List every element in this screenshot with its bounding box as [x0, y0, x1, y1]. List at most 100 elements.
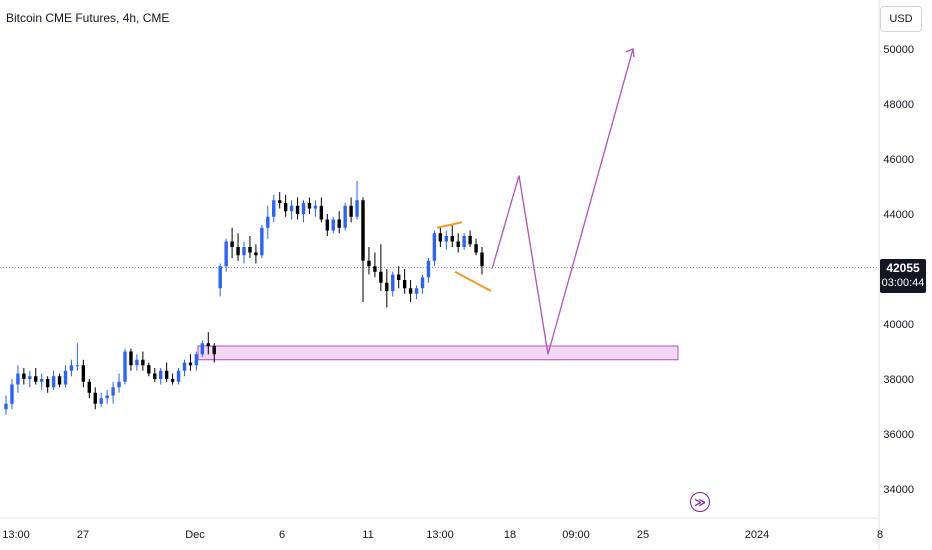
candle-body	[432, 233, 437, 261]
x-tick-label: 8	[877, 529, 883, 541]
candle-body	[4, 403, 8, 410]
candle-body	[28, 376, 32, 379]
candle-body	[182, 362, 187, 371]
candle-body	[99, 398, 103, 404]
y-tick-label: 40000	[883, 319, 914, 331]
y-tick-label: 36000	[883, 429, 914, 441]
candle-body	[254, 252, 258, 256]
candle-body	[361, 200, 365, 261]
candle-body	[93, 392, 97, 404]
projection-path	[491, 48, 634, 355]
candle-body	[81, 365, 86, 382]
candle-body	[379, 271, 383, 283]
x-tick-label: 27	[77, 529, 89, 541]
candle-body	[272, 200, 276, 217]
candle-body	[307, 203, 312, 209]
candle-body	[468, 236, 472, 245]
candle-body	[40, 379, 44, 382]
x-tick-label: 6	[279, 529, 285, 541]
y-tick-label: 38000	[883, 374, 914, 386]
candle-body	[153, 373, 157, 379]
candle-body	[22, 373, 26, 379]
candle-body	[63, 370, 68, 385]
candle-body	[135, 359, 139, 366]
candle-body	[462, 236, 466, 247]
candle-body	[373, 266, 377, 272]
candle-body	[45, 379, 50, 388]
candle-body	[75, 365, 80, 367]
triangle-upper-line	[436, 221, 463, 229]
candle-body	[414, 288, 419, 294]
candle-body	[408, 288, 413, 294]
candle-body	[212, 346, 216, 355]
candle-body	[51, 376, 56, 388]
demand-zone	[197, 345, 679, 361]
candle-body	[206, 343, 210, 346]
y-tick-label: 48000	[883, 99, 914, 111]
candle-body	[123, 351, 127, 382]
candle-body	[230, 241, 234, 247]
candle-body	[385, 282, 389, 291]
candle-body	[69, 365, 74, 371]
last-price-label: 42055 03:00:44	[880, 259, 926, 293]
candle-body	[170, 379, 175, 382]
candle-body	[402, 280, 407, 289]
candle-body	[289, 205, 294, 212]
candle-body	[349, 205, 353, 217]
candle-body	[224, 241, 228, 267]
candle-body	[355, 200, 359, 217]
candle-body	[129, 351, 133, 366]
x-tick-label: Dec	[185, 529, 205, 541]
candle-body	[34, 376, 38, 382]
candle-body	[456, 241, 460, 247]
candle-body	[236, 247, 240, 256]
candle-body	[438, 233, 443, 242]
candle-body	[391, 274, 395, 291]
candle-body	[313, 205, 318, 209]
x-tick-label: 09:00	[562, 529, 590, 541]
currency-selector[interactable]: USD	[880, 6, 922, 32]
candle-body	[278, 200, 282, 203]
candle-body	[444, 236, 448, 242]
candle-body	[111, 387, 115, 396]
candle-body	[331, 219, 335, 231]
y-tick-label: 50000	[883, 44, 914, 56]
candle-body	[200, 343, 205, 355]
candle-body	[87, 381, 91, 393]
x-tick-label: 18	[504, 529, 516, 541]
x-tick-label: 13:00	[426, 529, 454, 541]
candle-body	[141, 359, 145, 366]
candle-body	[474, 244, 478, 253]
candle-body	[367, 260, 371, 267]
candle-body	[218, 266, 222, 289]
y-tick-label: 44000	[883, 209, 914, 221]
candle-body	[301, 203, 306, 214]
scroll-to-realtime-icon[interactable]: ≫	[690, 492, 710, 512]
candle-body	[480, 252, 484, 267]
candle-body	[325, 219, 329, 231]
chart-title: Bitcoin CME Futures, 4h, CME	[6, 11, 170, 25]
candle-body	[295, 205, 300, 214]
x-tick-label: 11	[362, 529, 373, 541]
triangle-lower-line	[454, 270, 492, 292]
x-tick-label: 13:00	[2, 529, 30, 541]
candle-body	[319, 205, 324, 220]
y-tick-label: 46000	[883, 154, 914, 166]
candle-body	[337, 219, 341, 228]
candle-body	[194, 354, 199, 366]
candle-body	[283, 203, 288, 212]
candle-body	[260, 227, 264, 256]
candle-body	[164, 370, 169, 379]
candle-body	[397, 274, 401, 280]
candle-body	[117, 381, 121, 388]
candle-body	[159, 370, 163, 379]
candle-body	[147, 365, 151, 374]
candle-body	[57, 376, 62, 385]
projection-arrowhead	[625, 48, 635, 58]
candle-body	[188, 362, 193, 366]
candle-body	[450, 236, 454, 242]
candle-body	[105, 395, 109, 399]
candle-body	[343, 205, 347, 228]
candle-body	[248, 247, 252, 253]
